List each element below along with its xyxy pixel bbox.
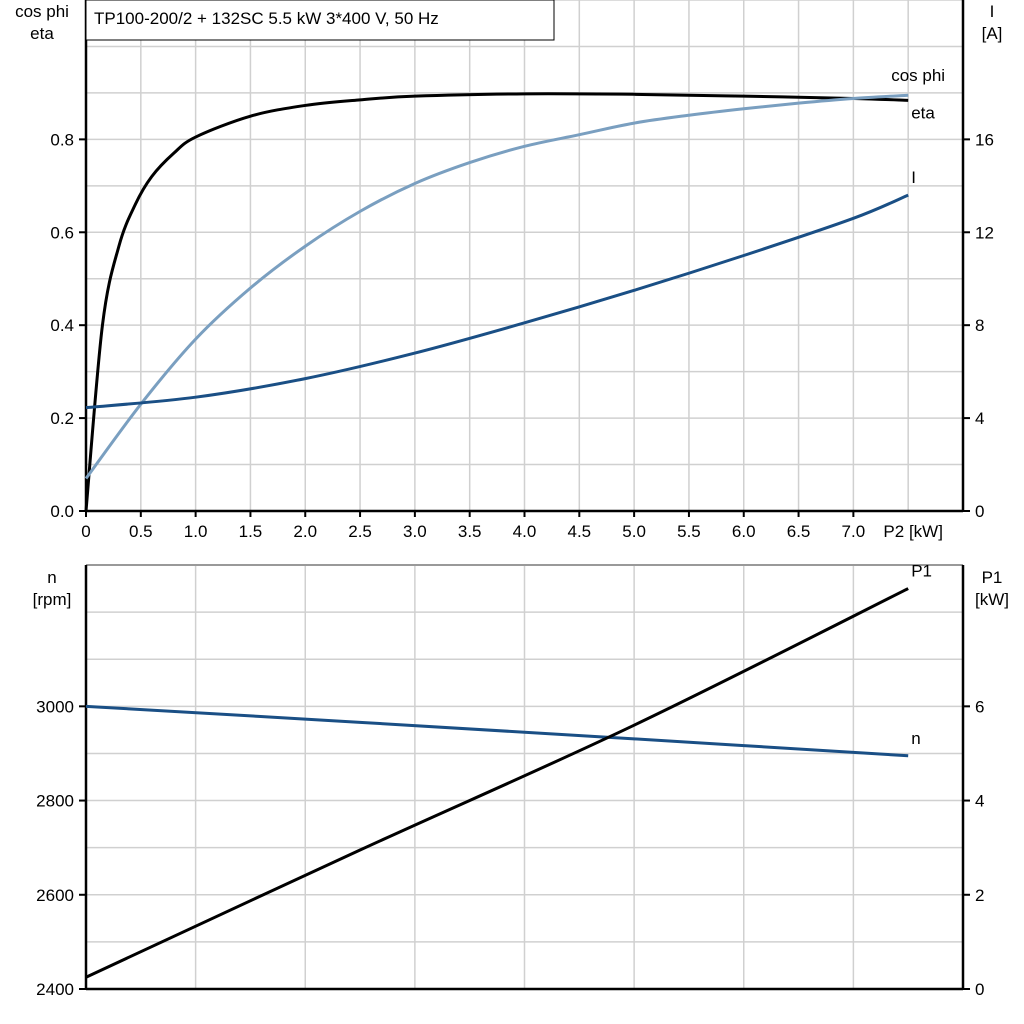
series-label-n: n [911, 729, 920, 748]
y-right-label: P1 [982, 568, 1003, 587]
y-left-tick-label: 3000 [36, 697, 74, 716]
series-label-I: I [911, 168, 916, 187]
series-label-cos-phi: cos phi [891, 66, 945, 85]
y-left-tick-label: 2400 [36, 980, 74, 999]
x-tick-label: 6.0 [732, 522, 756, 541]
chart-title: TP100-200/2 + 132SC 5.5 kW 3*400 V, 50 H… [94, 9, 439, 28]
y-right-tick-label: 8 [975, 316, 984, 335]
y-right-tick-label: 0 [975, 980, 984, 999]
series-line-cos-phi [84, 93, 909, 480]
y-right-tick-label: 4 [975, 409, 984, 428]
series-label-P1: P1 [911, 562, 932, 581]
y-right-label: [kW] [975, 590, 1009, 609]
title-box [85, 0, 555, 41]
y-right-tick-label: 6 [975, 697, 984, 716]
x-tick-label: 0.5 [129, 522, 153, 541]
x-tick-label: 3.0 [403, 522, 427, 541]
y-left-label: [rpm] [33, 590, 72, 609]
y-right-tick-label: 16 [975, 130, 994, 149]
y-right-tick-label: 0 [975, 502, 984, 521]
series-label-eta: eta [911, 103, 935, 122]
series-line-eta [84, 92, 909, 512]
x-tick-label: 5.0 [622, 522, 646, 541]
x-tick-label: 7.0 [842, 522, 866, 541]
y-left-tick-label: 0.0 [50, 502, 74, 521]
x-axis-label: P2 [kW] [883, 522, 943, 541]
y-right-tick-label: 12 [975, 223, 994, 242]
y-left-tick-label: 0.8 [50, 130, 74, 149]
y-left-tick-label: 0.6 [50, 223, 74, 242]
x-tick-label: 5.5 [677, 522, 701, 541]
top-chart: 0.0 0.2 0.4 0.6 0.8 0 4 8 12 16 0 0.5 1.0 1.5 2.0 2.5 3.… [15, 0, 1002, 541]
y-left-tick-label: 0.2 [50, 409, 74, 428]
x-tick-label: 2.5 [348, 522, 372, 541]
x-tick-label: 4.0 [513, 522, 537, 541]
y-right-tick-label: 2 [975, 886, 984, 905]
y-left-label: n [47, 568, 56, 587]
y-right-label: I [990, 2, 995, 21]
series-line-I [85, 193, 909, 410]
y-left-tick-label: 2800 [36, 792, 74, 811]
series-line-n [85, 704, 909, 758]
y-right-tick-label: 4 [975, 792, 984, 811]
x-tick-label: 3.5 [458, 522, 482, 541]
bottom-chart: 2400 2600 2800 3000 0 2 4 6 n [rpm] P1 [kW] n P1 [33, 562, 1009, 999]
y-left-label: cos phi [15, 2, 69, 21]
y-left-tick-label: 0.4 [50, 316, 74, 335]
x-tick-label: 6.5 [787, 522, 811, 541]
x-tick-label: 1.0 [184, 522, 208, 541]
x-tick-label: 2.0 [293, 522, 317, 541]
x-tick-label: 1.5 [239, 522, 263, 541]
x-tick-label: 4.5 [567, 522, 591, 541]
x-tick-label: 0 [81, 522, 90, 541]
y-left-tick-label: 2600 [36, 886, 74, 905]
series-line-P1 [85, 587, 909, 979]
y-left-label: eta [30, 24, 54, 43]
y-right-label: [A] [982, 24, 1003, 43]
